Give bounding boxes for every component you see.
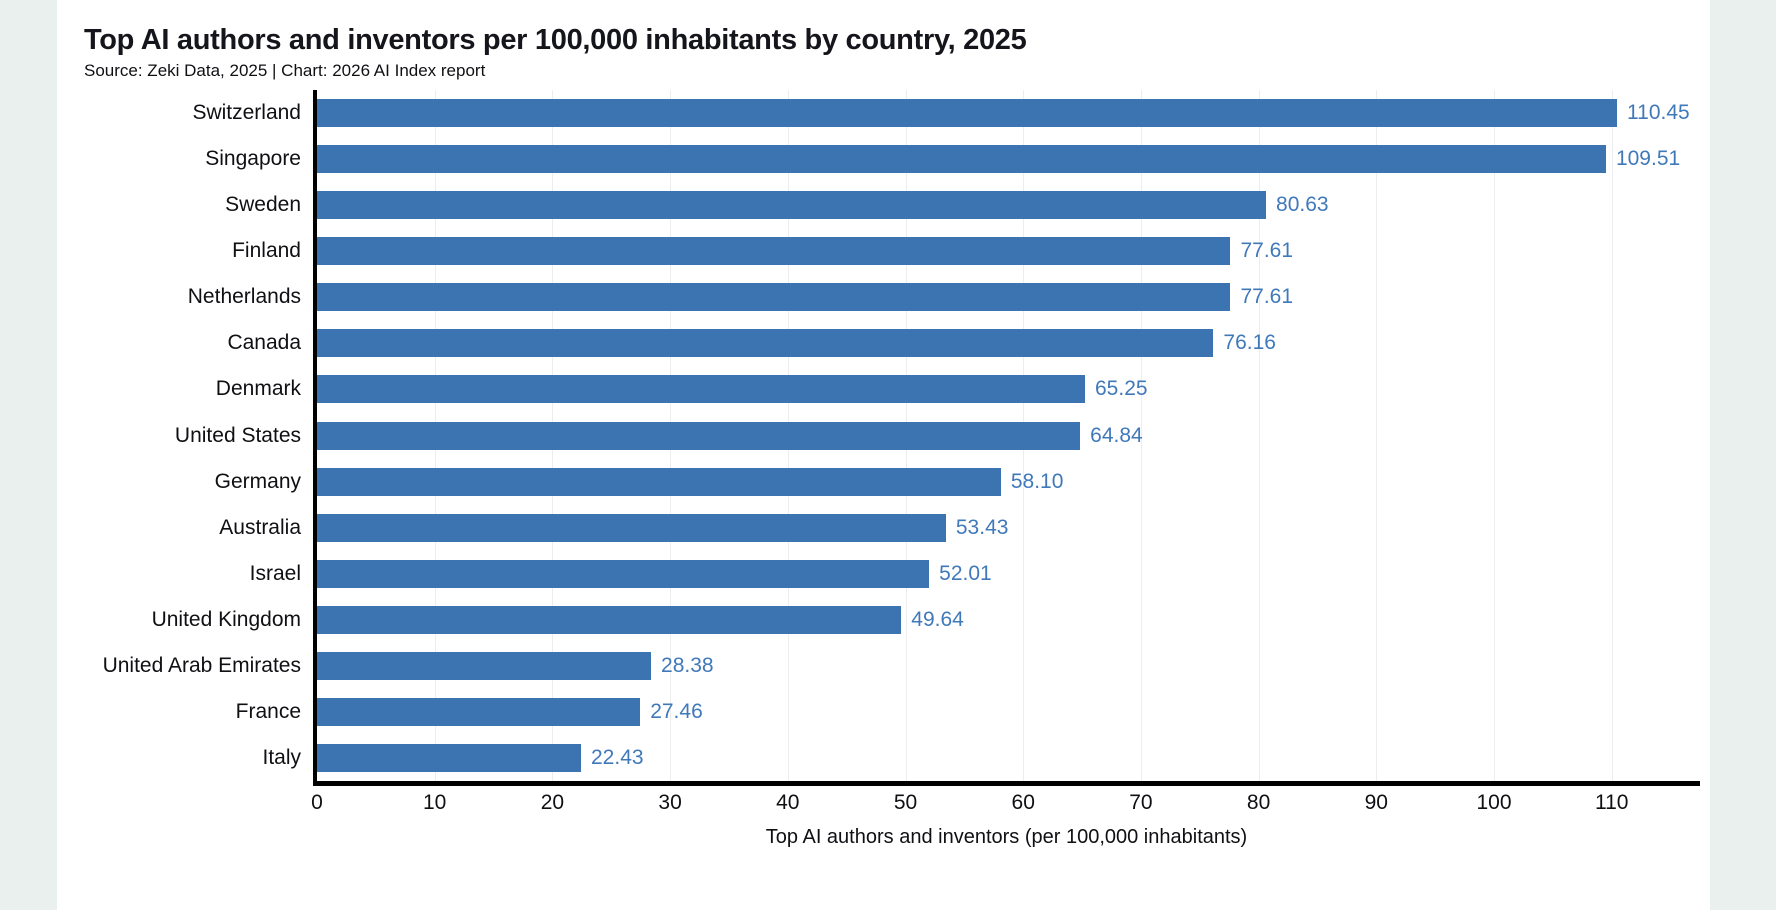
value-label: 77.61 xyxy=(1240,239,1294,263)
gridline xyxy=(1376,90,1378,781)
category-label: Canada xyxy=(227,331,301,355)
value-label: 58.10 xyxy=(1010,469,1064,493)
category-label: Singapore xyxy=(205,147,301,171)
bar xyxy=(317,513,946,542)
gridline xyxy=(1494,90,1496,781)
category-label: Finland xyxy=(232,239,301,263)
bar xyxy=(317,237,1231,266)
x-tick-label: 50 xyxy=(893,791,918,814)
value-label: 22.43 xyxy=(591,745,644,769)
value-label: 80.63 xyxy=(1276,193,1329,217)
x-tick-label: 80 xyxy=(1246,791,1271,814)
x-tick-label: 70 xyxy=(1129,791,1153,814)
x-tick-label: 30 xyxy=(658,791,682,814)
bar xyxy=(317,743,581,772)
value-label: 109.51 xyxy=(1615,147,1681,171)
x-axis-line xyxy=(313,781,1700,786)
bar xyxy=(317,697,641,726)
gridline xyxy=(1611,90,1613,781)
bar xyxy=(317,421,1081,450)
value-label: 110.45 xyxy=(1627,101,1690,125)
category-label: Netherlands xyxy=(187,285,301,309)
value-label: 49.64 xyxy=(911,607,964,631)
category-axis-labels: Switzerland Singapore Sweden Finland Netherl… xyxy=(57,90,301,781)
category-label: Italy xyxy=(262,745,301,769)
category-label: United Arab Emirates xyxy=(102,653,301,677)
bar xyxy=(317,651,652,680)
gridline xyxy=(1140,90,1142,781)
chart-title: Top AI authors and inventors per 100,000… xyxy=(84,24,1027,56)
chart-card: Top AI authors and inventors per 100,000… xyxy=(57,0,1710,910)
category-label: United Kingdom xyxy=(151,607,301,631)
category-label: Israel xyxy=(249,561,301,585)
bar xyxy=(317,559,930,588)
value-label: 53.43 xyxy=(955,515,1009,539)
x-tick-label: 110 xyxy=(1594,791,1629,814)
bar xyxy=(317,283,1231,312)
x-axis-title: Top AI authors and inventors (per 100,00… xyxy=(765,826,1248,848)
value-label: 27.46 xyxy=(650,699,703,723)
value-label: 65.25 xyxy=(1095,377,1148,401)
x-tick-label: 90 xyxy=(1364,791,1388,814)
value-label: 76.16 xyxy=(1223,331,1276,355)
x-tick-label: 100 xyxy=(1476,791,1512,814)
x-tick-label: 60 xyxy=(1011,791,1035,814)
category-label: Switzerland xyxy=(192,101,301,125)
category-label: France xyxy=(235,699,301,723)
x-tick-label: 0 xyxy=(311,791,323,814)
x-tick-label: 40 xyxy=(776,791,800,814)
category-label: Denmark xyxy=(215,377,301,401)
value-label: 28.38 xyxy=(661,653,714,677)
plot-area: 110.45 109.51 80.63 77.61 77.61 76.16 65.25 64.… xyxy=(317,90,1700,781)
bar xyxy=(317,191,1267,220)
bar xyxy=(317,99,1618,128)
x-tick-label: 20 xyxy=(540,791,565,814)
value-label: 64.84 xyxy=(1090,423,1143,447)
x-tick-label: 10 xyxy=(423,791,447,814)
bar xyxy=(317,605,902,634)
chart-source-line: Source: Zeki Data, 2025 | Chart: 2026 AI… xyxy=(84,61,486,80)
category-label: Germany xyxy=(214,469,301,493)
bar xyxy=(317,467,1001,496)
value-label: 52.01 xyxy=(939,561,992,585)
y-axis-line xyxy=(313,90,317,781)
bar xyxy=(317,375,1085,404)
bar xyxy=(317,329,1214,358)
gridline xyxy=(1258,90,1260,781)
category-label: Australia xyxy=(219,515,301,539)
x-axis-tick-labels: 0 10 20 30 40 50 60 70 80 90 100 110 xyxy=(311,791,1700,817)
value-label: 77.61 xyxy=(1240,285,1294,309)
bar xyxy=(317,145,1606,174)
category-label: Sweden xyxy=(225,193,301,217)
category-label: United States xyxy=(174,423,301,447)
